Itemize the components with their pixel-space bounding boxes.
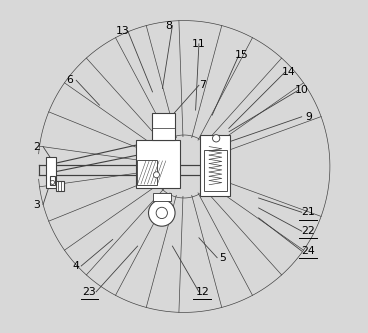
Text: 11: 11 [192, 39, 206, 49]
Bar [135, 140, 180, 188]
Bar [50, 176, 55, 185]
Circle shape [153, 172, 159, 178]
Text: 2: 2 [33, 142, 40, 152]
Text: 5: 5 [219, 253, 226, 263]
Text: 8: 8 [166, 21, 173, 31]
Circle shape [50, 180, 54, 184]
Bar [204, 150, 227, 191]
Text: 6: 6 [66, 75, 73, 85]
Bar [56, 181, 64, 191]
Text: 15: 15 [235, 50, 249, 60]
Text: 10: 10 [295, 85, 309, 95]
Circle shape [149, 200, 175, 226]
Text: 3: 3 [33, 200, 40, 210]
Circle shape [212, 135, 220, 142]
Text: 12: 12 [195, 287, 209, 297]
Text: 21: 21 [301, 207, 315, 217]
Text: 23: 23 [82, 287, 96, 297]
Bar [153, 193, 171, 201]
Bar [200, 135, 230, 196]
Text: 22: 22 [301, 226, 315, 236]
Text: 9: 9 [305, 112, 312, 122]
Bar [137, 160, 158, 185]
Text: 24: 24 [301, 246, 315, 256]
Circle shape [156, 207, 167, 218]
Text: 4: 4 [73, 261, 79, 271]
Bar [46, 157, 56, 188]
Text: 7: 7 [199, 80, 206, 90]
Text: 13: 13 [116, 26, 130, 36]
Bar [152, 113, 175, 140]
Text: 14: 14 [282, 67, 296, 77]
